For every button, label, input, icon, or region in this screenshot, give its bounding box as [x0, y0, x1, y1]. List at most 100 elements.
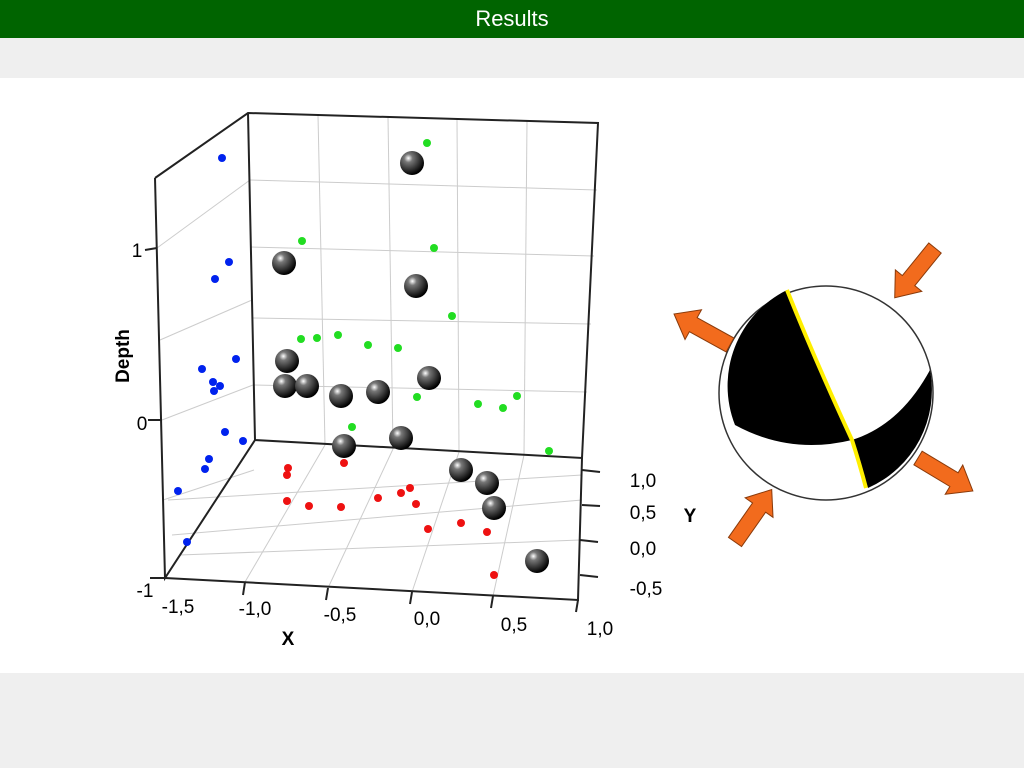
shape	[154, 111, 600, 460]
green-point	[297, 335, 305, 343]
shape	[167, 474, 583, 501]
blue-point	[174, 487, 182, 495]
shape	[490, 595, 494, 609]
shape	[249, 179, 598, 191]
event-sphere	[273, 374, 297, 398]
x-axis-label: X	[282, 629, 295, 650]
shape	[325, 587, 329, 601]
shape	[852, 370, 932, 488]
blue-point	[201, 465, 209, 473]
x-tick-label: -1,5	[162, 597, 195, 618]
x-tick-label: -0,5	[324, 605, 357, 626]
shape	[171, 499, 583, 536]
blue-point	[221, 428, 229, 436]
blue-point	[239, 437, 247, 445]
shape	[250, 246, 595, 257]
shape	[785, 289, 868, 489]
shape	[456, 118, 460, 453]
green-point	[348, 423, 356, 431]
event-sphere	[366, 380, 390, 404]
shape	[162, 469, 255, 501]
shape	[161, 384, 254, 421]
red-point	[374, 494, 382, 502]
x-tick-label: 0,5	[501, 615, 527, 636]
shape	[164, 457, 583, 602]
blue-point	[209, 378, 217, 386]
depth-tick-label: 0	[137, 414, 148, 435]
event-sphere	[272, 251, 296, 275]
y-tick-label: 0,0	[630, 539, 656, 560]
shape	[144, 247, 158, 251]
blue-point	[198, 365, 206, 373]
event-sphere	[389, 426, 413, 450]
data-points	[174, 139, 553, 579]
red-point	[340, 459, 348, 467]
depth-tick-label: 1	[132, 241, 143, 262]
shape	[156, 179, 251, 249]
y-tick-label: -0,5	[630, 579, 663, 600]
shape	[244, 444, 326, 583]
shape	[581, 504, 601, 507]
red-point	[337, 503, 345, 511]
footer-band	[0, 673, 1024, 768]
x-tick-label: 1,0	[587, 619, 613, 640]
y-axis-label: Y	[684, 506, 697, 527]
depth-tick-label: -1	[137, 581, 154, 602]
green-point	[298, 237, 306, 245]
event-sphere	[329, 384, 353, 408]
shape	[579, 574, 599, 578]
event-sphere	[482, 496, 506, 520]
shape	[913, 450, 974, 495]
figure: Depth X Y 1 0 -1 -1,5 -1,0 -0,5 0,0 0,5 …	[113, 111, 974, 650]
shape	[251, 317, 592, 325]
red-point	[305, 502, 313, 510]
shape	[579, 539, 599, 543]
shape	[727, 488, 774, 548]
shape	[317, 114, 326, 446]
blue-point	[232, 355, 240, 363]
event-sphere	[525, 549, 549, 573]
red-point	[412, 500, 420, 508]
green-point	[394, 344, 402, 352]
shape	[673, 309, 735, 353]
red-point	[397, 489, 405, 497]
green-point	[413, 393, 421, 401]
red-point	[283, 497, 291, 505]
plot-grid	[156, 114, 598, 597]
event-sphere	[475, 471, 499, 495]
shape	[575, 599, 579, 613]
blue-point	[211, 275, 219, 283]
green-point	[545, 447, 553, 455]
event-sphere	[404, 274, 428, 298]
green-point	[313, 334, 321, 342]
green-point	[423, 139, 431, 147]
toolbar-band	[0, 38, 1024, 78]
y-tick-label: 0,5	[630, 503, 656, 524]
red-point	[283, 471, 291, 479]
blue-point	[216, 382, 224, 390]
shape	[387, 116, 394, 450]
beachball	[718, 285, 934, 501]
red-point	[457, 519, 465, 527]
red-point	[406, 484, 414, 492]
green-point	[499, 404, 507, 412]
shape	[409, 591, 413, 605]
red-point	[483, 528, 491, 536]
green-point	[430, 244, 438, 252]
shape	[242, 581, 246, 596]
shape	[727, 290, 852, 445]
green-point	[513, 392, 521, 400]
x-tick-label: 0,0	[414, 609, 440, 630]
event-sphere	[400, 151, 424, 175]
green-point	[364, 341, 372, 349]
red-point	[284, 464, 292, 472]
depth-axis-label: Depth	[113, 329, 134, 383]
green-point	[334, 331, 342, 339]
blue-point	[205, 455, 213, 463]
blue-point	[225, 258, 233, 266]
event-sphere	[449, 458, 473, 482]
event-sphere	[295, 374, 319, 398]
blue-point	[183, 538, 191, 546]
green-point	[448, 312, 456, 320]
shape	[523, 120, 528, 456]
